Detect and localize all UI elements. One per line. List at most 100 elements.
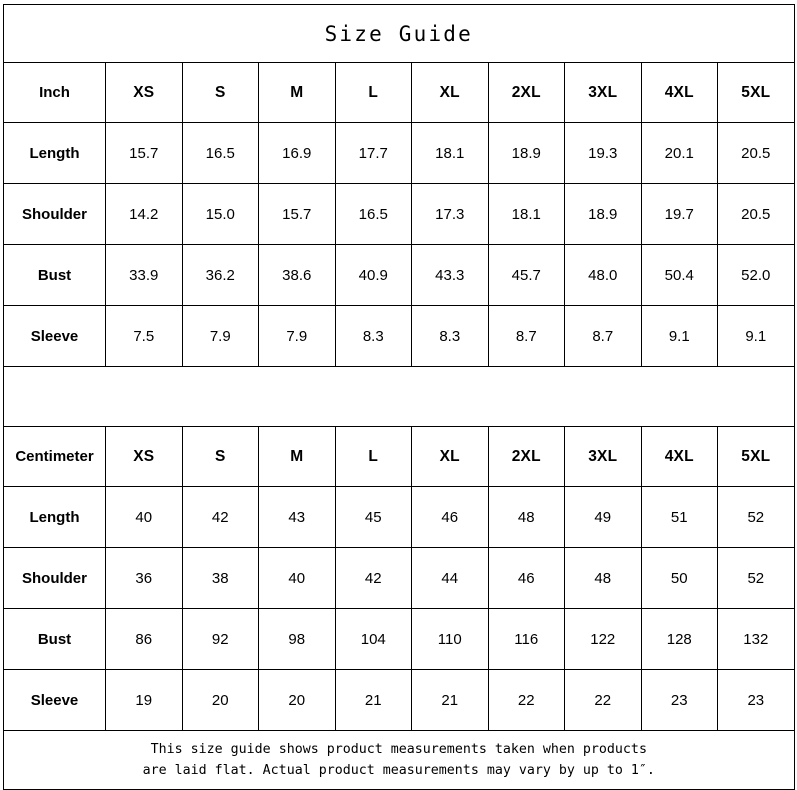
centimeter-column-header-xs: XS <box>105 426 183 487</box>
centimeter-row-label-shoulder: Shoulder <box>3 547 106 609</box>
centimeter-bust-m: 98 <box>258 608 336 670</box>
inch-length-3xl: 19.3 <box>564 122 642 184</box>
inch-sleeve-4xl: 9.1 <box>640 305 718 367</box>
inch-shoulder-s: 15.0 <box>181 183 259 245</box>
centimeter-bust-3xl: 122 <box>564 608 642 670</box>
inch-bust-l: 40.9 <box>334 244 412 306</box>
centimeter-sleeve-l: 21 <box>334 669 412 731</box>
inch-shoulder-l: 16.5 <box>334 183 412 245</box>
inch-column-header-m: M <box>258 62 336 123</box>
centimeter-length-l: 45 <box>334 486 412 548</box>
table-spacer-cell <box>3 366 795 427</box>
centimeter-column-header-4xl: 4XL <box>640 426 718 487</box>
centimeter-column-header-s: S <box>181 426 259 487</box>
inch-column-header-5xl: 5XL <box>717 62 795 123</box>
inch-row-label-bust: Bust <box>3 244 106 306</box>
inch-bust-3xl: 48.0 <box>564 244 642 306</box>
inch-length-s: 16.5 <box>181 122 259 184</box>
centimeter-length-5xl: 52 <box>717 486 795 548</box>
centimeter-length-3xl: 49 <box>564 486 642 548</box>
centimeter-column-header-5xl: 5XL <box>717 426 795 487</box>
centimeter-length-4xl: 51 <box>640 486 718 548</box>
centimeter-bust-xs: 86 <box>105 608 183 670</box>
inch-bust-2xl: 45.7 <box>487 244 565 306</box>
inch-shoulder-m: 15.7 <box>258 183 336 245</box>
centimeter-row-label-sleeve: Sleeve <box>3 669 106 731</box>
inch-sleeve-s: 7.9 <box>181 305 259 367</box>
centimeter-bust-4xl: 128 <box>640 608 718 670</box>
inch-bust-m: 38.6 <box>258 244 336 306</box>
centimeter-shoulder-m: 40 <box>258 547 336 609</box>
centimeter-shoulder-xl: 44 <box>411 547 489 609</box>
inch-length-m: 16.9 <box>258 122 336 184</box>
centimeter-bust-l: 104 <box>334 608 412 670</box>
centimeter-length-xl: 46 <box>411 486 489 548</box>
inch-row-label-shoulder: Shoulder <box>3 183 106 245</box>
centimeter-row-label-length: Length <box>3 486 106 548</box>
size-guide-body: Size Guide Inch XS S M L XL 2XL 3XL 4XL … <box>3 4 795 790</box>
inch-bust-s: 36.2 <box>181 244 259 306</box>
centimeter-bust-5xl: 132 <box>717 608 795 670</box>
table-row: Length 40 42 43 45 46 48 49 51 52 <box>3 486 795 548</box>
inch-length-l: 17.7 <box>334 122 412 184</box>
centimeter-shoulder-3xl: 48 <box>564 547 642 609</box>
inch-sleeve-xs: 7.5 <box>105 305 183 367</box>
inch-column-header-s: S <box>181 62 259 123</box>
centimeter-sleeve-2xl: 22 <box>487 669 565 731</box>
centimeter-bust-s: 92 <box>181 608 259 670</box>
centimeter-shoulder-s: 38 <box>181 547 259 609</box>
inch-sleeve-2xl: 8.7 <box>487 305 565 367</box>
note-line-2: are laid flat. Actual product measuremen… <box>142 763 655 778</box>
table-row: Shoulder 14.2 15.0 15.7 16.5 17.3 18.1 1… <box>3 183 795 245</box>
centimeter-length-m: 43 <box>258 486 336 548</box>
size-guide-note: This size guide shows product measuremen… <box>3 730 795 790</box>
inch-column-header-xl: XL <box>411 62 489 123</box>
centimeter-length-s: 42 <box>181 486 259 548</box>
centimeter-sleeve-m: 20 <box>258 669 336 731</box>
inch-column-header-l: L <box>334 62 412 123</box>
inch-row-label-length: Length <box>3 122 106 184</box>
inch-sleeve-3xl: 8.7 <box>564 305 642 367</box>
inch-unit-label: Inch <box>3 62 106 123</box>
inch-column-header-2xl: 2XL <box>487 62 565 123</box>
inch-bust-4xl: 50.4 <box>640 244 718 306</box>
inch-sleeve-l: 8.3 <box>334 305 412 367</box>
inch-sleeve-5xl: 9.1 <box>717 305 795 367</box>
centimeter-sleeve-4xl: 23 <box>640 669 718 731</box>
centimeter-sleeve-5xl: 23 <box>717 669 795 731</box>
inch-length-4xl: 20.1 <box>640 122 718 184</box>
table-row: Length 15.7 16.5 16.9 17.7 18.1 18.9 19.… <box>3 122 795 184</box>
centimeter-shoulder-5xl: 52 <box>717 547 795 609</box>
centimeter-unit-label: Centimeter <box>3 426 106 487</box>
inch-shoulder-4xl: 19.7 <box>640 183 718 245</box>
inch-bust-xl: 43.3 <box>411 244 489 306</box>
table-row: Bust 33.9 36.2 38.6 40.9 43.3 45.7 48.0 … <box>3 244 795 306</box>
centimeter-column-header-3xl: 3XL <box>564 426 642 487</box>
centimeter-length-2xl: 48 <box>487 486 565 548</box>
centimeter-column-header-m: M <box>258 426 336 487</box>
inch-column-header-4xl: 4XL <box>640 62 718 123</box>
note-row: This size guide shows product measuremen… <box>3 730 795 790</box>
inch-row-label-sleeve: Sleeve <box>3 305 106 367</box>
centimeter-column-header-2xl: 2XL <box>487 426 565 487</box>
centimeter-sleeve-s: 20 <box>181 669 259 731</box>
table-row: Shoulder 36 38 40 42 44 46 48 50 52 <box>3 547 795 609</box>
table-row: Bust 86 92 98 104 110 116 122 128 132 <box>3 608 795 670</box>
inch-sleeve-m: 7.9 <box>258 305 336 367</box>
inch-column-header-xs: XS <box>105 62 183 123</box>
centimeter-sleeve-xs: 19 <box>105 669 183 731</box>
inch-column-header-3xl: 3XL <box>564 62 642 123</box>
table-row: Sleeve 19 20 20 21 21 22 22 23 23 <box>3 669 795 731</box>
centimeter-row-label-bust: Bust <box>3 608 106 670</box>
centimeter-sleeve-3xl: 22 <box>564 669 642 731</box>
note-line-1: This size guide shows product measuremen… <box>150 742 647 757</box>
inch-length-5xl: 20.5 <box>717 122 795 184</box>
inch-shoulder-5xl: 20.5 <box>717 183 795 245</box>
inch-bust-5xl: 52.0 <box>717 244 795 306</box>
centimeter-column-header-xl: XL <box>411 426 489 487</box>
centimeter-header-row: Centimeter XS S M L XL 2XL 3XL 4XL 5XL <box>3 426 795 487</box>
centimeter-shoulder-2xl: 46 <box>487 547 565 609</box>
size-guide-table: Size Guide Inch XS S M L XL 2XL 3XL 4XL … <box>3 4 795 790</box>
table-row: Sleeve 7.5 7.9 7.9 8.3 8.3 8.7 8.7 9.1 9… <box>3 305 795 367</box>
